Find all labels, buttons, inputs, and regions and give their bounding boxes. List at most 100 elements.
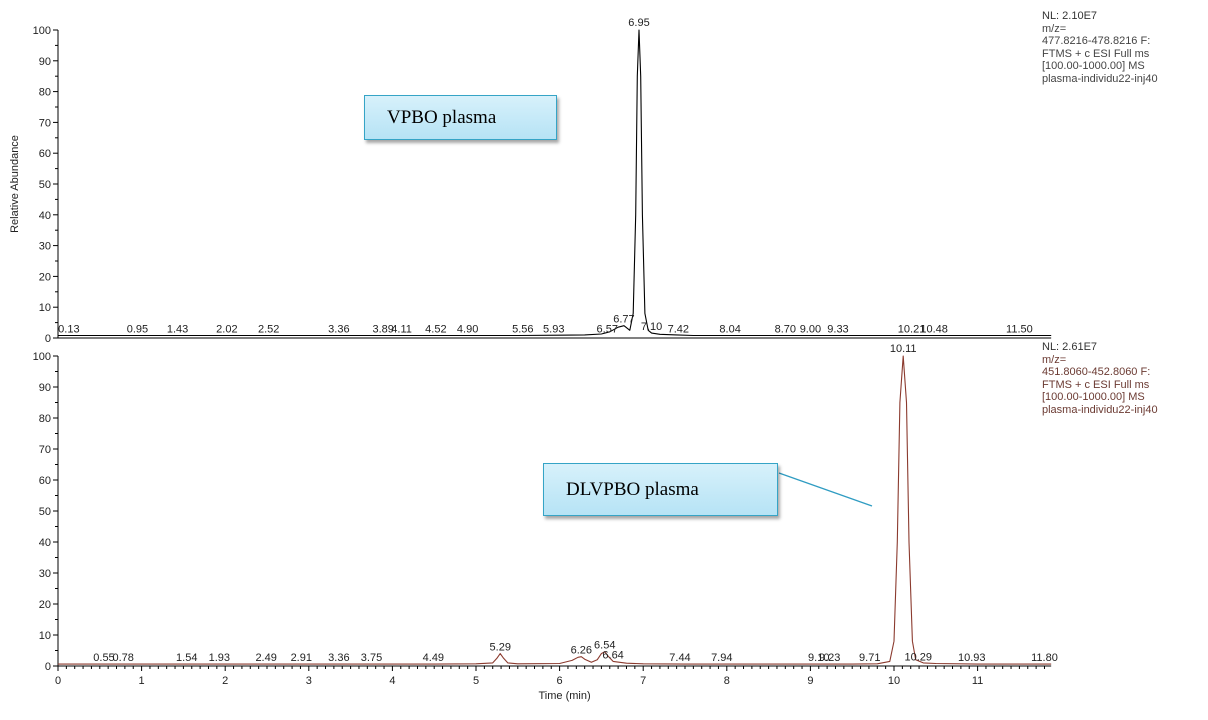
x-tick-label: 7 [640,675,646,687]
y-tick-label: 80 [39,87,51,99]
peak-rt-label: 6.57 [597,324,618,336]
y-tick-label: 60 [39,148,51,160]
y-tick-label: 10 [39,630,51,642]
x-tick-label: 5 [473,675,479,687]
peak-rt-label: 10.29 [904,652,932,664]
peak-rt-label: 9.33 [827,324,848,336]
x-tick-label: 3 [306,675,312,687]
peak-rt-label: 6.26 [571,645,592,657]
mz-label: m/z= [1042,353,1067,366]
mass-range-label: [100.00-1000.00] MS [1042,60,1145,72]
y-tick-label: 100 [33,351,51,363]
peak-rt-label: 10.21 [898,324,926,336]
peak-rt-label: 2.02 [216,324,237,336]
peak-rt-label: 1.54 [176,652,197,664]
peak-rt-label: 8.70 [775,324,796,336]
y-tick-label: 40 [39,537,51,549]
peak-rt-label: 7.44 [669,652,690,664]
peak-rt-label: 3.75 [361,652,382,664]
x-tick-label: 0 [55,675,61,687]
chromatogram-panel-vpbo: 0 10 20 30 40 50 60 70 80 90 100 Relative Abundance… [9,17,1052,345]
peak-rt-label: 6.64 [602,649,623,661]
y-tick-label: 80 [39,413,51,425]
scan-filter-label: FTMS + c ESI Full ms [1042,378,1150,391]
dlvpbo-scan-info: NL: 2.61E7 m/z= 451.8060-452.8060 F: FTM… [1042,341,1208,416]
x-tick-label: 6 [557,675,563,687]
peak-rt-label: 6.54 [594,640,615,652]
x-tick-label: 2 [222,675,228,687]
dlvpbo-callout-leader [778,472,873,507]
y-tick-label: 30 [39,568,51,580]
vpbo-callout-box: VPBO plasma [364,95,557,140]
y-tick-label: 50 [39,179,51,191]
y-tick-label: 0 [45,661,51,673]
y-axis-title: Relative Abundance [9,135,21,233]
chromatogram-trace [58,355,1052,665]
vpbo-callout-label: VPBO plasma [387,106,497,128]
peak-rt-label: 4.90 [457,324,478,336]
peak-rt-label: 1.93 [209,652,230,664]
peak-rt-label: 2.52 [258,324,279,336]
y-tick-label: 100 [33,25,51,37]
peak-rt-label: 0.95 [127,324,148,336]
normalization-level-label: NL: 2.61E7 [1042,341,1098,353]
peak-rt-label: 5.56 [512,324,533,336]
y-tick-label: 90 [39,56,51,68]
mz-range-label: 451.8060-452.8060 F: [1042,366,1151,378]
chromatogram-panel-dlvpbo: 0 10 20 30 40 50 60 70 80 90 100 0 1 2 3 4 5 6 7 8 9 10 11 Time… [33,343,1058,702]
peak-rt-label: 4.11 [391,324,412,336]
peak-rt-label: 7.10 [641,321,662,333]
peak-rt-label: 11.80 [1031,652,1058,664]
peak-rt-label: 9.23 [819,652,840,664]
peak-rt-label: 7.94 [711,652,732,664]
peak-rt-label: 1.43 [167,324,188,336]
peak-rt-label: 9.00 [800,324,821,336]
sample-file-label: plasma-individu22-inj40 [1042,72,1158,85]
peak-rt-label: 4.49 [423,652,444,664]
peak-rt-label: 3.36 [328,652,349,664]
x-tick-label: 8 [724,675,730,687]
peak-rt-label: 0.55 [93,652,114,664]
y-tick-label: 50 [39,506,51,518]
peak-rt-label: 10.48 [920,324,948,336]
mz-label: m/z= [1042,22,1067,35]
x-tick-label: 10 [888,675,900,687]
peak-rt-label: 4.52 [425,324,446,336]
dlvpbo-callout-label: DLVPBO plasma [566,478,699,500]
peak-rt-label: 3.36 [328,324,349,336]
x-tick-label: 4 [389,675,395,687]
y-tick-label: 60 [39,475,51,487]
peak-rt-label: 10.93 [958,652,986,664]
x-tick-label: 9 [807,675,813,687]
y-tick-label: 70 [39,444,51,456]
peak-rt-label: 8.04 [719,324,740,336]
peak-rt-label: 9.71 [859,652,880,664]
y-tick-label: 90 [39,382,51,394]
vpbo-scan-info: NL: 2.10E7 m/z= 477.8216-478.8216 F: FTM… [1042,10,1208,85]
sample-file-label: plasma-individu22-inj40 [1042,403,1158,416]
y-tick-label: 10 [39,302,51,314]
apex-peak-label: 10.11 [890,343,917,355]
peak-rt-label: 5.29 [490,642,511,654]
peak-rt-label: 9.10 [808,652,829,664]
y-tick-label: 0 [45,333,51,345]
y-tick-label: 40 [39,210,51,222]
chromatogram-trace [58,29,1052,337]
peak-rt-label: 0.78 [112,652,133,664]
x-axis-title: Time (min) [539,690,591,702]
peak-rt-label: 2.91 [291,652,312,664]
peak-rt-label: 5.93 [543,324,564,336]
mass-range-label: [100.00-1000.00] MS [1042,391,1145,403]
peak-rt-label: 0.13 [58,324,79,336]
x-tick-label: 1 [139,675,145,687]
peak-rt-label: 7.42 [668,324,689,336]
mz-range-label: 477.8216-478.8216 F: [1042,35,1151,47]
peak-rt-label: 11.50 [1006,324,1033,336]
y-tick-label: 30 [39,241,51,253]
y-tick-label: 20 [39,271,51,283]
y-tick-label: 20 [39,599,51,611]
x-tick-label: 11 [972,675,983,687]
apex-peak-label: 6.95 [628,17,649,29]
peak-rt-label: 2.49 [255,652,276,664]
